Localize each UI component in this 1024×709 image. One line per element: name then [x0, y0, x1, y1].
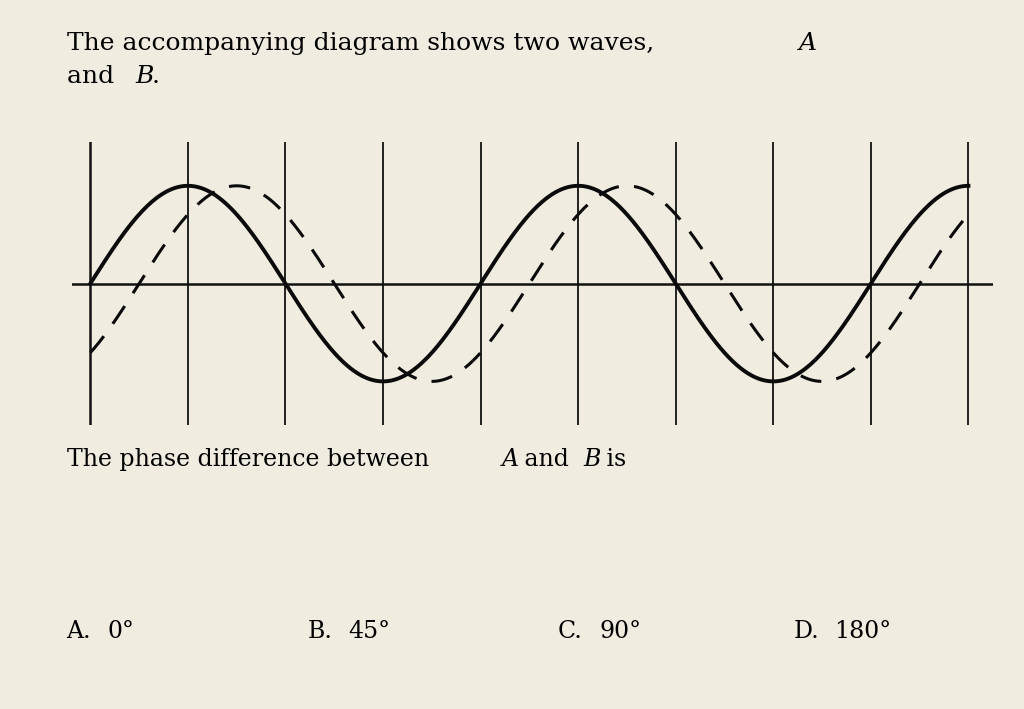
Text: and: and: [517, 448, 577, 471]
Text: B: B: [584, 448, 601, 471]
Text: The phase difference between: The phase difference between: [67, 448, 436, 471]
Text: 180°: 180°: [835, 620, 892, 643]
Text: D.: D.: [794, 620, 819, 643]
Text: and: and: [67, 65, 122, 88]
Text: is: is: [599, 448, 627, 471]
Text: .: .: [152, 65, 160, 88]
Text: B: B: [135, 65, 154, 88]
Text: A: A: [502, 448, 519, 471]
Text: C.: C.: [558, 620, 583, 643]
Text: 90°: 90°: [599, 620, 641, 643]
Text: A.: A.: [67, 620, 91, 643]
Text: The accompanying diagram shows two waves,: The accompanying diagram shows two waves…: [67, 32, 662, 55]
Text: B.: B.: [307, 620, 332, 643]
Text: A: A: [799, 32, 817, 55]
Text: 0°: 0°: [108, 620, 134, 643]
Text: 45°: 45°: [348, 620, 390, 643]
